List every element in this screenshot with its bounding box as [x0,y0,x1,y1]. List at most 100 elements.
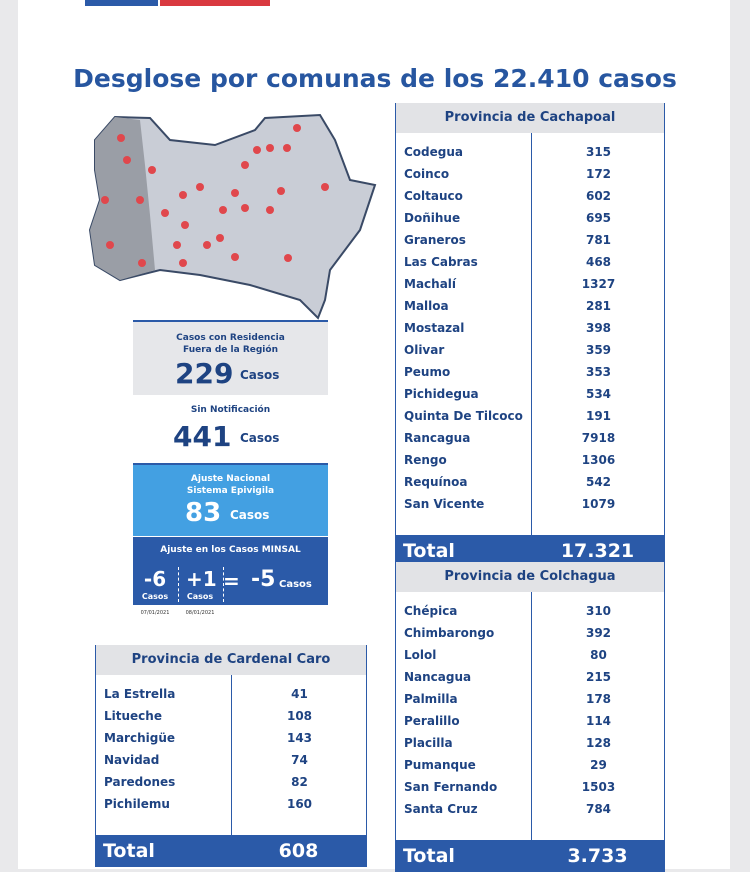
row-name: Mostazal [404,321,465,335]
row-value: 602 [585,189,612,203]
total-bar: Total 17.321 [395,535,665,567]
row-value: 41 [291,687,308,701]
row-value: 310 [585,604,612,618]
row-value: 398 [585,321,612,335]
national-adjustment-box: Ajuste Nacional Sistema Epivigila 83 Casos [133,463,328,536]
region-map [88,113,377,320]
row-value: 82 [291,775,308,789]
row-name: Las Cabras [404,255,478,269]
table-header: Provincia de Cardenal Caro [96,645,366,675]
adjustment-unit: Casos [279,579,312,590]
row-value: 281 [585,299,612,313]
row-name: Quinta De Tilcoco [404,409,523,423]
adjustment-value: -6 [143,567,167,591]
box-label: Ajuste en los Casos MINSAL [160,545,301,555]
row-name: Pichilemu [104,797,170,811]
total-value: 608 [278,840,319,862]
province-table: Provincia de Colchagua Chépica 310 Chimbaro… [395,562,665,872]
box-value: 229 [175,357,234,390]
row-value: 80 [590,648,607,662]
box-unit: Casos [230,508,270,522]
row-name: San Fernando [404,780,498,794]
row-value: 392 [585,626,612,640]
map-pins [101,124,329,267]
row-name: La Estrella [104,687,176,701]
row-name: Pichidegua [404,387,479,401]
row-name: Lolol [404,648,437,662]
box-label: Casos con Residencia Fuera de la Región [176,333,285,355]
row-value: 191 [585,409,612,423]
row-name: Requínoa [404,475,468,489]
flag-red [160,0,270,6]
row-value: 108 [286,709,313,723]
row-name: Rancagua [404,431,471,445]
row-value: 315 [585,145,612,159]
row-name: Palmilla [404,692,458,706]
row-value: 359 [585,343,612,357]
adjustment-date: 07/01/2021 [140,610,170,616]
box-unit: Casos [240,368,280,382]
row-value: 114 [585,714,612,728]
row-name: Litueche [104,709,162,723]
total-value: 17.321 [560,540,635,562]
row-name: Chépica [404,604,458,618]
row-value: 1079 [581,497,616,511]
adjustment-separator [223,567,224,602]
table-header: Provincia de Colchagua [396,562,664,592]
row-value: 1327 [581,277,616,291]
row-value: 172 [585,167,612,181]
province-table: Provincia de Cardenal Caro La Estrella 41 L… [95,645,367,867]
table-header: Provincia de Cachapoal [396,103,664,133]
box-value: 83 [185,498,222,528]
row-value: 215 [585,670,612,684]
adjustment-value: +1 [186,567,217,591]
row-name: Coinco [404,167,450,181]
total-label: Total [403,540,455,562]
row-value: 7918 [581,431,616,445]
row-value: 128 [585,736,612,750]
box-unit: Casos [240,431,280,445]
adjustment-date: 08/01/2021 [185,610,215,616]
row-value: 468 [585,255,612,269]
row-name: Nancagua [404,670,472,684]
map-province [90,117,155,280]
adjustment-result: -5 [251,567,276,592]
column-divider [531,592,532,840]
title: Desglose por comunas de los 22.410 casos [73,64,677,93]
row-value: 353 [585,365,612,379]
row-name: Placilla [404,736,453,750]
row-value: 542 [585,475,612,489]
adjustment-equals: = [223,569,240,593]
box-label: Ajuste Nacional Sistema Epivigila [186,474,275,496]
box-label: Sin Notificación [190,405,271,415]
total-label: Total [403,845,455,867]
row-name: Chimbarongo [404,626,495,640]
row-name: Peumo [404,365,451,379]
row-value: 534 [585,387,612,401]
row-value: 784 [585,802,612,816]
column-divider [531,133,532,535]
row-name: Santa Cruz [404,802,478,816]
row-value: 695 [585,211,612,225]
total-label: Total [103,840,155,862]
row-name: Graneros [404,233,466,247]
row-value: 178 [585,692,612,706]
row-name: Marchigüe [104,731,175,745]
row-name: Doñihue [404,211,461,225]
row-name: Pumanque [404,758,476,772]
row-name: Olivar [404,343,445,357]
total-bar: Total 608 [95,835,367,867]
adjustment-unit: Casos [141,592,169,601]
row-value: 781 [585,233,612,247]
row-value: 1503 [581,780,616,794]
province-table: Provincia de Cachapoal Codegua 315 Coinco 17… [395,103,665,567]
total-value: 3.733 [567,845,628,867]
minsal-adjustment-box: Ajuste en los Casos MINSAL -6 Casos +1 Casos… [133,537,328,605]
row-name: Malloa [404,299,449,313]
row-name: Coltauco [404,189,463,203]
row-value: 1306 [581,453,616,467]
total-bar: Total 3.733 [395,840,665,872]
row-name: Codegua [404,145,464,159]
row-name: Peralillo [404,714,460,728]
